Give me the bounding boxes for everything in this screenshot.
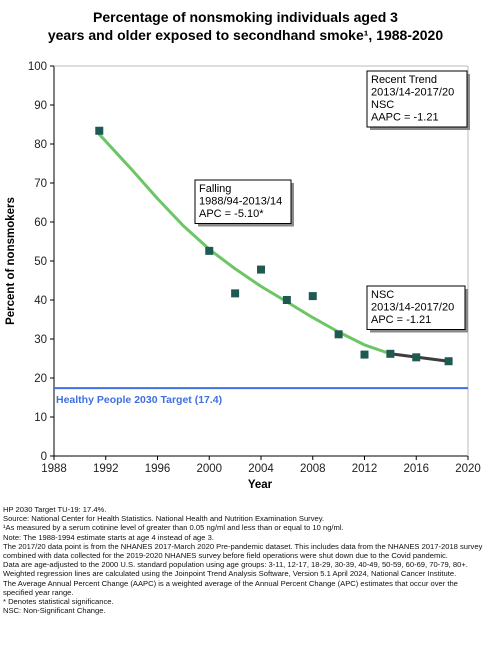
annotation-text: 1988/94-2013/14 bbox=[199, 196, 282, 208]
annotation-frame bbox=[366, 70, 468, 128]
data-point bbox=[308, 292, 317, 301]
annotation-text: 2013/14-2017/20 bbox=[371, 87, 454, 99]
x-tick-label: 2012 bbox=[352, 463, 378, 475]
annotation-text: NSC bbox=[371, 289, 394, 301]
x-axis-label: Year bbox=[248, 479, 273, 491]
annotation-text: AAPC = -1.21 bbox=[371, 112, 439, 124]
footnote-line: The 2017/20 data point is from the NHANE… bbox=[3, 541, 483, 561]
x-tick-label: 2004 bbox=[248, 463, 274, 475]
footnote-line: Note: The 1988-1994 estimate starts at a… bbox=[3, 532, 214, 542]
x-tick-label: 1988 bbox=[41, 463, 67, 475]
data-point bbox=[231, 289, 240, 298]
chart-plot: 0 10 20 30 40 50 60 70 80 90 100 1988 1992 1996 2000 20… bbox=[5, 61, 481, 491]
annotation-text: APC = -1.21 bbox=[371, 314, 431, 326]
y-tick-label: 90 bbox=[34, 100, 47, 112]
annotation-text: APC = -5.10* bbox=[199, 208, 264, 220]
annotation-text: Recent Trend bbox=[371, 74, 437, 86]
data-point bbox=[412, 353, 421, 362]
data-point bbox=[334, 330, 343, 339]
chart-title-line: years and older exposed to secondhand sm… bbox=[47, 27, 444, 43]
footnote-line: NSC: Non-Significant Change. bbox=[3, 606, 106, 616]
footnote-line: ¹As measured by a serum cotinine level o… bbox=[3, 523, 344, 533]
footnote-line: * Denotes statistical significance. bbox=[3, 597, 114, 607]
x-tick-label: 2000 bbox=[196, 463, 222, 475]
y-tick-label: 80 bbox=[34, 139, 47, 151]
y-tick-label: 70 bbox=[34, 178, 47, 190]
x-tick-label: 2020 bbox=[455, 463, 481, 475]
annotation-frame bbox=[194, 179, 292, 224]
data-point bbox=[444, 357, 453, 366]
y-tick-label: 10 bbox=[34, 412, 47, 424]
footnote-line: HP 2030 Target TU-19: 17.4%. bbox=[3, 505, 107, 514]
y-tick-label: 30 bbox=[34, 334, 47, 346]
annotation-text: 2013/14-2017/20 bbox=[371, 302, 454, 314]
y-tick-label: 20 bbox=[34, 373, 47, 385]
annotation-text: NSC bbox=[371, 99, 394, 111]
data-point bbox=[95, 126, 104, 135]
trend-line-fitted-falling bbox=[97, 132, 392, 356]
x-tick-label: 2008 bbox=[300, 463, 326, 475]
data-point bbox=[360, 350, 369, 359]
y-tick-label: 40 bbox=[34, 295, 47, 307]
footnotes: HP 2030 Target TU-19: 17.4%. Source: Nati… bbox=[3, 505, 487, 615]
chart-title: Percentage of nonsmoking individuals age… bbox=[0, 8, 491, 44]
y-tick-label: 50 bbox=[34, 256, 47, 268]
annotation-text: Falling bbox=[199, 183, 231, 195]
footnote-line: Source: National Center for Health Stati… bbox=[3, 514, 325, 524]
data-point bbox=[386, 349, 395, 358]
footnote-line: Weighted regression lines are calculated… bbox=[3, 569, 457, 579]
footnote-line: Data are age-adjusted to the 2000 U.S. s… bbox=[3, 560, 468, 570]
x-tick-label: 1996 bbox=[145, 463, 171, 475]
chart-title-line: Percentage of nonsmoking individuals age… bbox=[93, 9, 398, 25]
y-axis-label: Percent of nonsmokers bbox=[5, 197, 17, 325]
data-point bbox=[282, 296, 291, 304]
annotation-frame bbox=[366, 285, 466, 330]
x-tick-label: 2016 bbox=[403, 463, 429, 475]
footnote-line: The Average Annual Percent Change (AAPC)… bbox=[3, 578, 458, 597]
data-point bbox=[257, 265, 265, 274]
y-tick-label: 0 bbox=[41, 451, 47, 463]
target-label: Healthy People 2030 Target (17.4) bbox=[56, 394, 222, 406]
data-point bbox=[205, 246, 214, 255]
y-tick-label: 60 bbox=[34, 217, 47, 229]
x-tick-label: 1992 bbox=[93, 463, 119, 475]
y-tick-label: 100 bbox=[28, 61, 47, 73]
